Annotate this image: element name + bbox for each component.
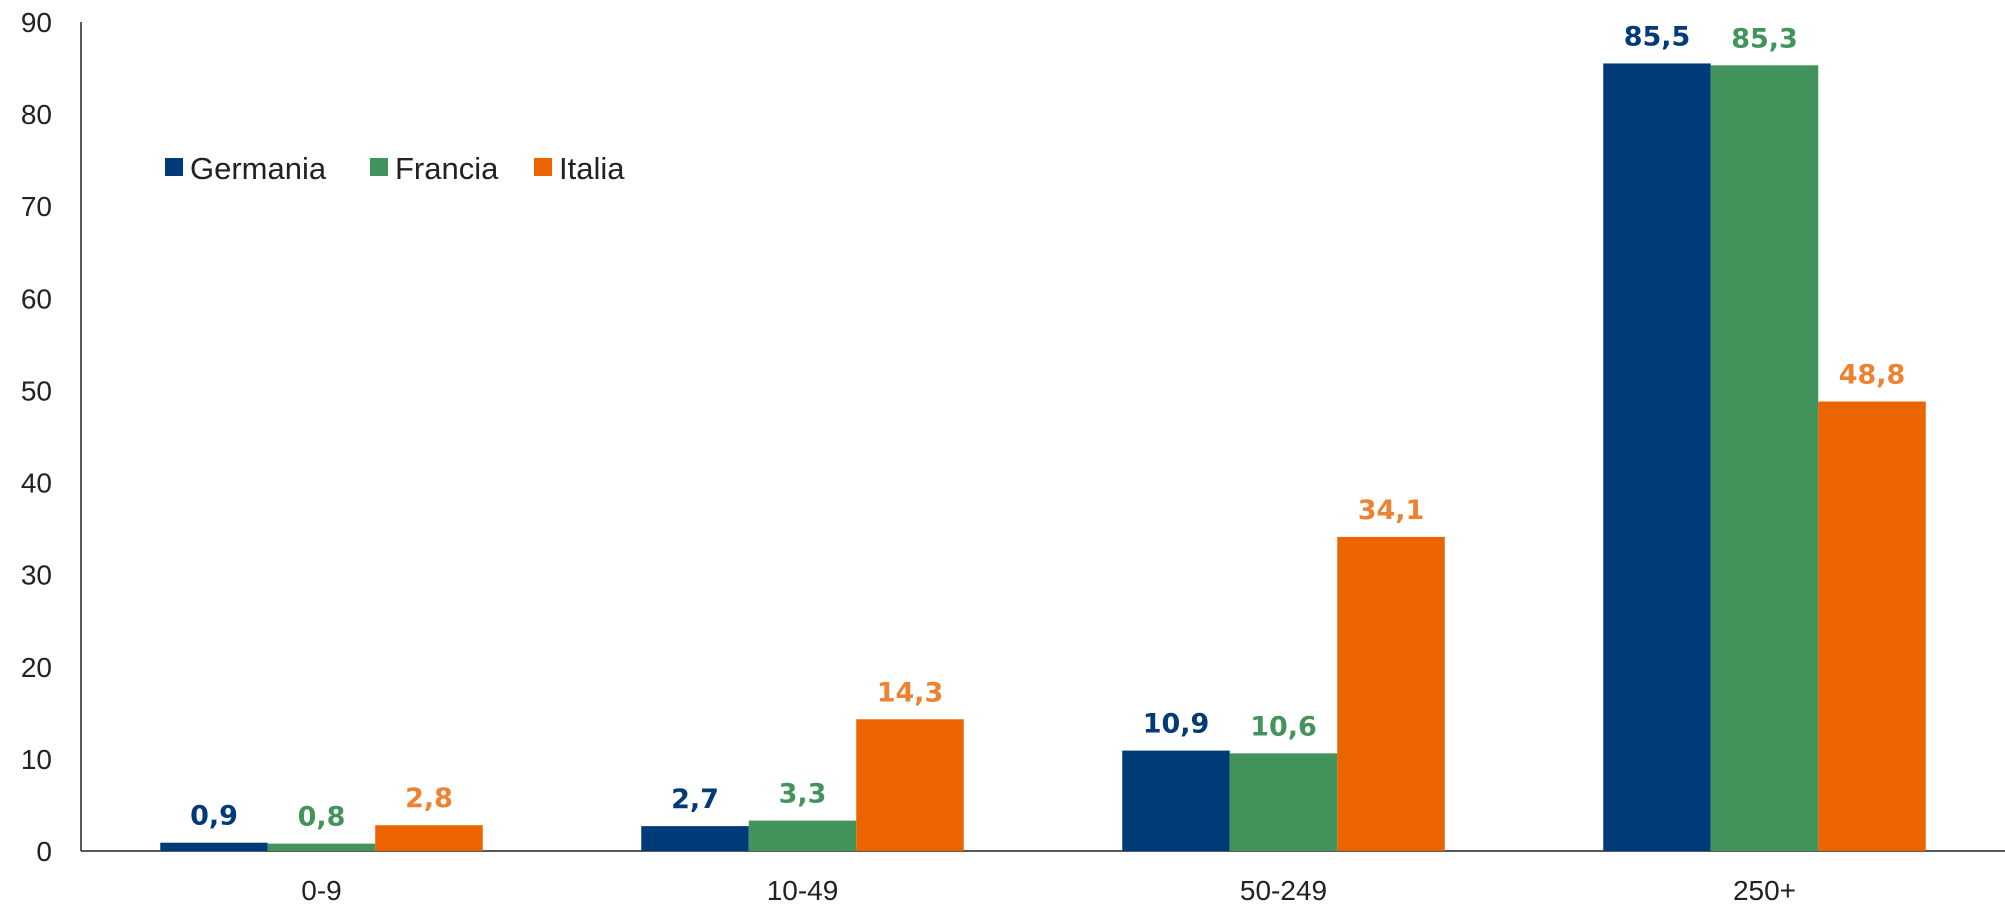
bar-germania-10-49: [641, 826, 749, 851]
y-tick-label: 80: [21, 99, 52, 130]
data-label: 0,8: [298, 802, 346, 833]
bar-francia-0-9: [267, 843, 376, 851]
legend-label: Germania: [190, 151, 327, 186]
bar-francia-250+: [1710, 65, 1819, 851]
legend-label: Francia: [395, 151, 499, 186]
y-tick-label: 40: [21, 468, 52, 499]
legend-item-francia: Francia: [370, 151, 499, 186]
bar-francia-10-49: [748, 820, 857, 851]
bar-germania-50-249: [1122, 750, 1230, 851]
category-label: 50-249: [1240, 875, 1327, 906]
category-label: 10-49: [767, 875, 839, 906]
legend-label: Italia: [559, 151, 625, 186]
category-labels: 0-9 10-49 50-249 250+: [301, 875, 1796, 906]
y-tick-label: 10: [21, 744, 52, 775]
legend-item-italia: Italia: [534, 151, 625, 186]
legend-item-germania: Germania: [165, 151, 327, 186]
y-tick-label: 70: [21, 191, 52, 222]
data-label: 14,3: [877, 677, 944, 708]
data-label: 2,7: [671, 784, 719, 815]
bar-germania-250+: [1603, 63, 1711, 851]
data-label: 48,8: [1839, 359, 1906, 390]
bar-italia-50-249: [1337, 536, 1445, 851]
legend-swatch: [165, 158, 183, 176]
data-label: 85,3: [1731, 23, 1798, 54]
category-label: 250+: [1733, 875, 1796, 906]
y-tick-label: 60: [21, 283, 52, 314]
data-label: 0,9: [190, 801, 238, 832]
y-tick-labels: 0 10 20 30 40 50 60 70 80 90: [21, 7, 52, 867]
y-tick-label: 0: [36, 836, 52, 867]
bars: [160, 63, 1926, 851]
category-label: 0-9: [301, 875, 341, 906]
data-label: 3,3: [779, 779, 827, 810]
data-label: 34,1: [1358, 495, 1425, 526]
legend: Germania Francia Italia: [165, 151, 625, 186]
data-label: 85,5: [1624, 21, 1691, 52]
bar-italia-0-9: [375, 825, 483, 851]
y-tick-label: 50: [21, 375, 52, 406]
legend-swatch: [370, 158, 388, 176]
data-labels: 0,9 0,8 2,8 2,7 3,3 14,3 10,9 10,6 34,1 85,5 85,3 4…: [190, 21, 1905, 832]
bar-francia-50-249: [1229, 753, 1338, 851]
y-tick-label: 90: [21, 7, 52, 38]
data-label: 10,9: [1143, 709, 1210, 740]
bar-germania-0-9: [160, 842, 268, 851]
data-label: 2,8: [405, 783, 453, 814]
legend-swatch: [534, 158, 552, 176]
bar-italia-10-49: [856, 719, 964, 851]
y-tick-label: 20: [21, 652, 52, 683]
data-label: 10,6: [1250, 711, 1317, 742]
bar-italia-250+: [1818, 401, 1926, 851]
y-tick-label: 30: [21, 560, 52, 591]
